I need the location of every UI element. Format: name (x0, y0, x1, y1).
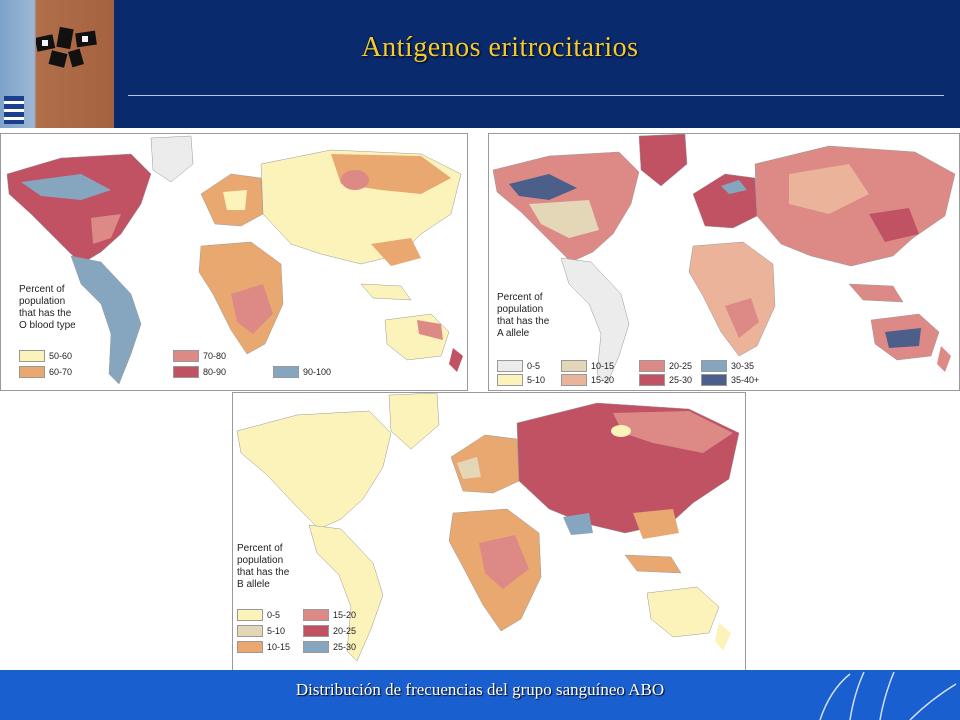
legend-label: 20-25 (669, 361, 693, 371)
slide-title: Antígenos eritrocitarios (361, 32, 639, 63)
logo-stripes (4, 96, 24, 124)
legend-swatch (19, 366, 45, 378)
legend-label: 25-30 (669, 375, 693, 385)
legend-label: 15-20 (333, 610, 357, 620)
legend-swatch (273, 366, 299, 378)
legend-item: 10-15 (561, 360, 614, 372)
legend-label: 0-5 (267, 610, 281, 620)
legend-item: 0-5 (237, 609, 280, 621)
legend-item: 70-80 (173, 350, 226, 362)
legend-label: 5-10 (267, 626, 286, 636)
legend-swatch (303, 609, 329, 621)
legend-swatch (173, 350, 199, 362)
legend-item: 25-30 (303, 641, 356, 653)
legend-label: 10-15 (267, 642, 291, 652)
legend-item: 35-40+ (701, 374, 759, 386)
legend-swatch (561, 360, 587, 372)
legend-item: 15-20 (303, 609, 356, 621)
legend-label: 25-30 (333, 642, 357, 652)
legend-item: 20-25 (639, 360, 692, 372)
world-map-a (489, 134, 959, 390)
header-divider (128, 95, 944, 96)
map-o-blood-type: Percent of population that has the O blo… (0, 133, 468, 391)
map-a-allele: Percent of population that has the A all… (488, 133, 960, 391)
legend-swatch (237, 609, 263, 621)
map-o-caption: Percent of population that has the O blo… (19, 284, 76, 331)
legend-swatch (497, 360, 523, 372)
legend-swatch (639, 374, 665, 386)
legend-label: 10-15 (591, 361, 615, 371)
legend-swatch (303, 641, 329, 653)
legend-label: 30-35 (731, 361, 755, 371)
legend-label: 60-70 (49, 367, 73, 377)
legend-label: 50-60 (49, 351, 73, 361)
legend-swatch (497, 374, 523, 386)
legend-label: 5-10 (527, 375, 546, 385)
map-b-allele: Percent of population that has the B all… (232, 392, 746, 672)
world-map-o (1, 134, 467, 390)
legend-label: 70-80 (203, 351, 227, 361)
legend-item: 5-10 (497, 374, 545, 386)
legend-swatch (237, 641, 263, 653)
legend-label: 15-20 (591, 375, 615, 385)
legend-swatch (701, 360, 727, 372)
legend-item: 20-25 (303, 625, 356, 637)
footer-swoosh-decoration (819, 671, 957, 720)
legend-item: 15-20 (561, 374, 614, 386)
legend-item: 60-70 (19, 366, 72, 378)
legend-swatch (561, 374, 587, 386)
legend-item: 30-35 (701, 360, 754, 372)
legend-label: 80-90 (203, 367, 227, 377)
legend-label: 0-5 (527, 361, 541, 371)
legend-item: 10-15 (237, 641, 290, 653)
legend-item: 50-60 (19, 350, 72, 362)
legend-swatch (303, 625, 329, 637)
map-a-caption: Percent of population that has the A all… (497, 292, 550, 339)
footer-caption: Distribución de frecuencias del grupo sa… (295, 680, 665, 699)
legend-item: 90-100 (273, 366, 331, 378)
world-map-b (233, 393, 745, 671)
legend-label: 20-25 (333, 626, 357, 636)
logo-mark-icon (36, 26, 97, 68)
university-logo (0, 0, 114, 128)
slide-footer: Distribución de frecuencias del grupo sa… (0, 670, 960, 720)
legend-item: 0-5 (497, 360, 540, 372)
legend-swatch (173, 366, 199, 378)
legend-item: 25-30 (639, 374, 692, 386)
legend-swatch (701, 374, 727, 386)
legend-swatch (237, 625, 263, 637)
legend-label: 35-40+ (731, 375, 760, 385)
legend-item: 5-10 (237, 625, 285, 637)
legend-item: 80-90 (173, 366, 226, 378)
legend-swatch (639, 360, 665, 372)
legend-label: 90-100 (303, 367, 332, 377)
map-b-caption: Percent of population that has the B all… (237, 543, 290, 590)
slide-header: Antígenos eritrocitarios (0, 0, 960, 128)
legend-swatch (19, 350, 45, 362)
